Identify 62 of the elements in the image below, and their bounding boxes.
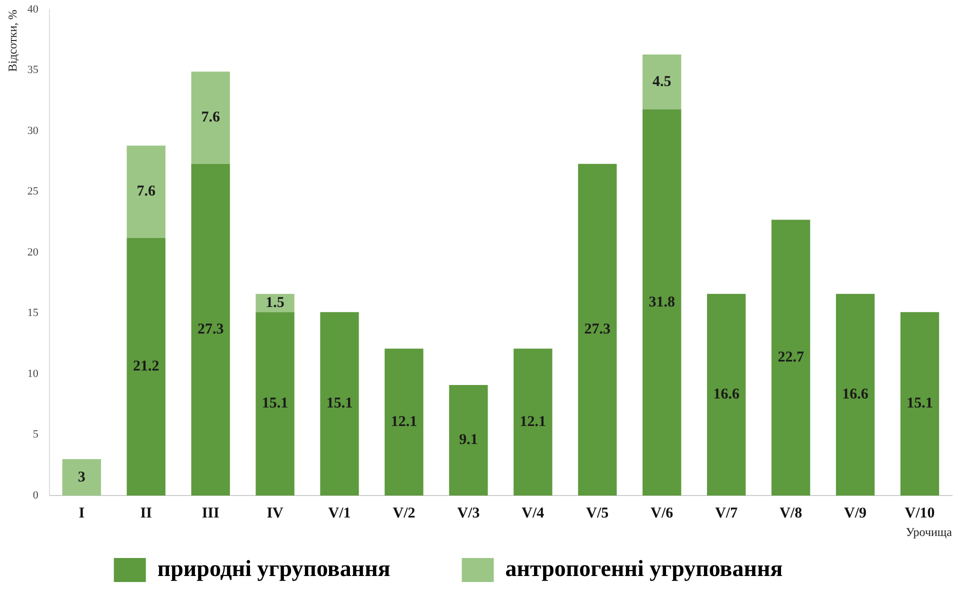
data-label: 4.5 — [652, 74, 672, 90]
bar — [191, 72, 230, 164]
y-tick-label: 25 — [27, 186, 39, 198]
y-tick-label: 15 — [27, 307, 39, 320]
x-tick-label: V/6 — [650, 505, 674, 522]
bar — [191, 164, 230, 496]
bar — [126, 146, 166, 238]
legend-label: природні угруповання — [157, 556, 448, 581]
bar — [578, 164, 617, 496]
y-axis-title: Відсотки, % — [5, 10, 20, 72]
x-tick-label: IV — [266, 505, 284, 522]
data-label: 7.6 — [136, 184, 156, 200]
y-tick-label: 40 — [27, 3, 39, 16]
data-label: 1.5 — [266, 294, 284, 311]
bar — [126, 238, 166, 496]
data-label: 16.6 — [842, 386, 869, 403]
data-label: 3 — [78, 469, 86, 486]
data-label: 22.7 — [778, 350, 804, 366]
bar — [642, 54, 682, 110]
y-tick-label: 0 — [32, 489, 39, 502]
x-tick-label: V/9 — [844, 505, 867, 522]
bar — [836, 294, 875, 496]
y-tick-label: 10 — [27, 368, 39, 380]
data-label: 7.6 — [201, 110, 220, 126]
x-tick-label: V/7 — [715, 505, 738, 522]
x-tick-label: II — [140, 505, 152, 522]
data-label: 12.1 — [520, 414, 546, 430]
y-tick-label: 30 — [27, 124, 39, 137]
bar — [449, 385, 488, 496]
data-label: 21.2 — [132, 358, 160, 375]
x-tick-label: III — [202, 505, 220, 522]
data-label: 31.8 — [648, 294, 676, 310]
legend-label: антропогенні угруповання — [505, 556, 840, 581]
x-tick-label: V/8 — [780, 505, 802, 522]
x-tick-label: V/4 — [522, 505, 545, 522]
bar — [384, 348, 424, 496]
bar — [771, 220, 810, 496]
y-tick-label: 20 — [27, 246, 39, 258]
y-tick-label: 5 — [32, 428, 39, 441]
x-axis-title: Урочища — [906, 524, 953, 539]
data-label: 15.1 — [262, 396, 288, 412]
x-tick-label: V/10 — [904, 505, 935, 522]
x-tick-label: V/3 — [457, 505, 480, 522]
x-tick-label: V/2 — [392, 505, 416, 522]
bar — [514, 348, 552, 496]
data-label: 16.6 — [713, 386, 740, 403]
data-label: 15.1 — [906, 396, 933, 412]
data-label: 12.1 — [390, 414, 418, 430]
bar — [642, 109, 682, 496]
x-tick-label: V/5 — [586, 505, 609, 522]
data-label: 27.3 — [584, 322, 611, 338]
data-label: 27.3 — [197, 322, 224, 338]
y-tick-label: 35 — [27, 64, 39, 76]
x-tick-label: I — [78, 505, 85, 522]
data-label: 15.1 — [326, 396, 353, 412]
x-tick-label: V/1 — [328, 505, 351, 522]
bar — [256, 312, 294, 496]
bar — [62, 459, 101, 496]
bar — [320, 312, 359, 496]
data-label: 9.1 — [459, 432, 478, 448]
bar — [900, 312, 940, 496]
bar — [707, 294, 746, 496]
